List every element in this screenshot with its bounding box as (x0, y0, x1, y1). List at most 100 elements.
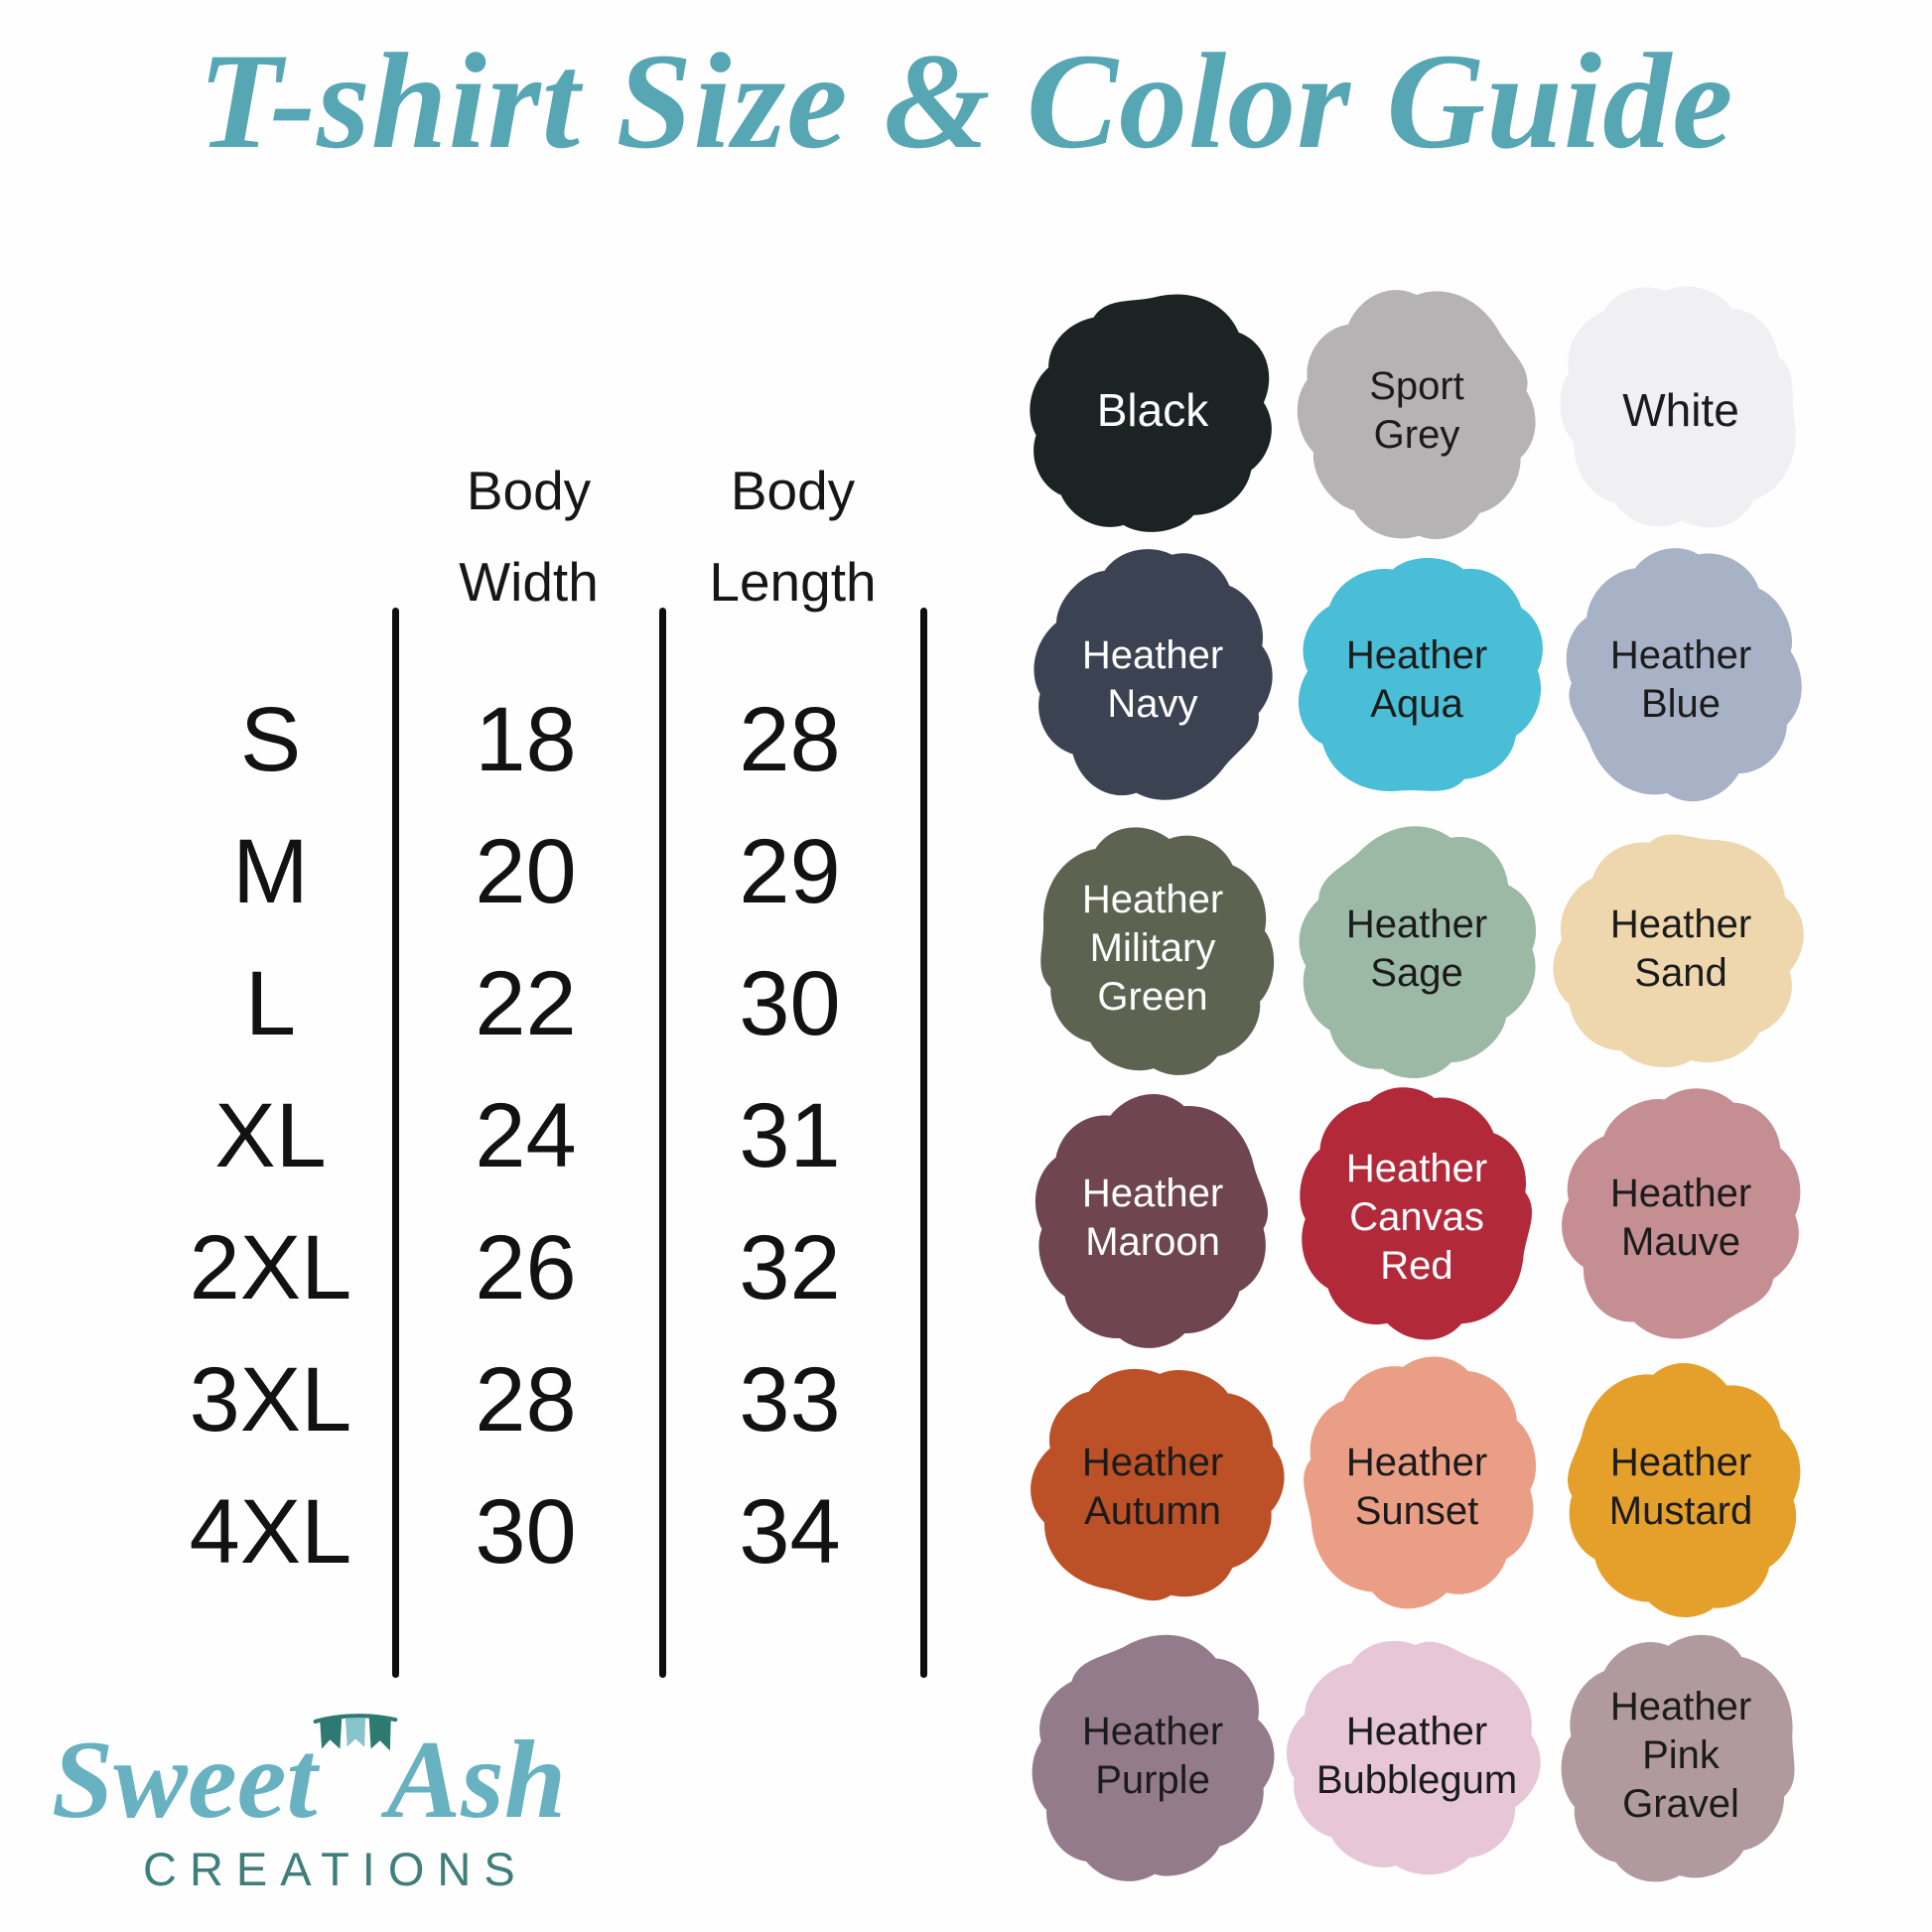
color-swatch-heather-sunset: Heather Sunset (1285, 1352, 1549, 1621)
size-table-row: L 22 30 (149, 938, 923, 1070)
color-blob-shape (1287, 1640, 1541, 1875)
color-blob (1304, 1356, 1536, 1609)
color-swatch-heather-sage: Heather Sage (1285, 814, 1549, 1083)
body-width-value: 20 (475, 821, 577, 922)
color-swatch-heather-blue: Heather Blue (1549, 545, 1813, 814)
color-blob (1035, 1094, 1268, 1348)
bunting-icon (313, 1714, 397, 1751)
body-length-value: 34 (739, 1481, 841, 1583)
size-table-row: 2XL 26 32 (149, 1202, 923, 1334)
color-blob (1287, 1640, 1541, 1875)
color-swatch-label: Heather Sand (1610, 900, 1751, 998)
brand-logo: Sweet Ash CREATIONS (52, 1714, 566, 1896)
color-swatch-label: Heather Bubblegum (1316, 1708, 1517, 1805)
color-swatch-label-line: Heather (1345, 1709, 1488, 1753)
color-swatch-label-line: Heather (1345, 1147, 1488, 1191)
color-swatch-label-line: Heather (1345, 1440, 1488, 1484)
logo-script: Sweet Ash (52, 1714, 566, 1842)
color-swatch-label-line: Canvas (1349, 1195, 1484, 1240)
size-table-body: S 18 28 M 20 29 L 22 30 XL 24 31 2XL 26 32 3XL 28 33 4XL 30… (149, 674, 923, 1598)
body-width-value: 22 (475, 953, 577, 1054)
color-swatch-label: Heather Maroon (1082, 1170, 1223, 1267)
color-swatch-label-line: Heather (1081, 632, 1224, 677)
body-length-value: 29 (739, 821, 841, 922)
color-swatch-label-line: Heather (1609, 632, 1752, 677)
color-blob-shape (1299, 826, 1536, 1078)
color-swatch-label: Heather Pink Gravel (1610, 1683, 1751, 1828)
color-swatch-label: Heather Mustard (1609, 1439, 1753, 1536)
color-blob-shape (1297, 290, 1536, 540)
color-swatch-label: Sport Grey (1369, 362, 1464, 460)
color-blob-shape (1031, 1368, 1285, 1601)
body-length-header-line2: Length (709, 551, 877, 613)
color-swatch-heather-mauve: Heather Mauve (1549, 1083, 1813, 1352)
body-length-header: Body Length (662, 445, 923, 627)
table-divider-line (659, 608, 666, 1678)
size-label: M (232, 821, 309, 922)
size-table-row: 4XL 30 34 (149, 1466, 923, 1598)
color-swatch-label-line: Heather (1081, 878, 1224, 922)
body-width-value: 18 (475, 689, 577, 790)
color-blob (1034, 549, 1273, 800)
color-blob-shape (1030, 294, 1272, 532)
color-swatch-label: Heather Canvas Red (1346, 1145, 1487, 1290)
color-swatch-label-line: Green (1097, 974, 1208, 1019)
size-table-row: XL 24 31 (149, 1070, 923, 1202)
color-swatch-label-line: Military (1089, 926, 1216, 971)
color-swatch-label: Heather Military Green (1082, 876, 1223, 1021)
body-width-value: 28 (475, 1349, 577, 1450)
color-swatch-label-line: Purple (1095, 1757, 1210, 1802)
color-swatch-label-line: Autumn (1084, 1488, 1221, 1533)
color-swatch-label-line: Sage (1370, 950, 1463, 995)
color-swatch-label: Heather Purple (1082, 1708, 1223, 1805)
color-swatch-heather-bubblegum: Heather Bubblegum (1285, 1621, 1549, 1890)
color-swatch-label-line: Heather (1345, 632, 1488, 677)
color-swatch-label: White (1622, 382, 1739, 438)
body-length-header-line1: Body (730, 460, 856, 521)
color-swatch-label-line: Heather (1081, 1440, 1224, 1484)
color-swatch-heather-sand: Heather Sand (1549, 814, 1813, 1083)
color-swatch-label-line: Heather (1345, 901, 1488, 946)
color-swatch-label-line: Red (1380, 1243, 1453, 1288)
color-swatch-label-line: Sport (1369, 363, 1464, 408)
color-swatch-label: Heather Mauve (1610, 1170, 1751, 1267)
size-label: 4XL (189, 1481, 352, 1583)
body-length-value: 30 (739, 953, 841, 1054)
color-swatch-label-line: Aqua (1370, 681, 1463, 726)
color-blob-shape (1300, 1087, 1533, 1340)
color-swatch-label: Heather Autumn (1082, 1439, 1223, 1536)
color-swatch-label-line: Heather (1609, 1685, 1752, 1729)
body-width-value: 30 (475, 1481, 577, 1583)
table-divider-line (392, 608, 399, 1678)
color-swatch-label: Heather Blue (1610, 631, 1751, 729)
color-swatch-label-line: Sunset (1354, 1488, 1479, 1533)
color-swatch-label-line: Mauve (1620, 1219, 1741, 1264)
color-swatch-label: Black (1097, 382, 1208, 438)
size-table-row: M 20 29 (149, 806, 923, 938)
color-swatch-label-line: Navy (1107, 681, 1198, 726)
bunting-flag-1 (319, 1718, 342, 1749)
color-swatch-label-line: Bubblegum (1315, 1757, 1518, 1802)
color-blob (1298, 558, 1543, 791)
color-swatch-label-line: Heather (1609, 901, 1752, 946)
bunting-flag-2 (345, 1718, 365, 1747)
color-blob-shape (1034, 549, 1273, 800)
color-swatch-label-line: Gravel (1622, 1781, 1739, 1826)
color-swatch-label-line: Pink (1642, 1733, 1720, 1778)
color-blob-shape (1040, 827, 1275, 1075)
body-width-value: 26 (475, 1217, 577, 1318)
color-blob-shape (1568, 1363, 1801, 1617)
color-swatch-white: White (1549, 276, 1813, 545)
logo-subtitle: CREATIONS (143, 1843, 528, 1896)
size-label: 3XL (189, 1349, 352, 1450)
size-table: Body Width Body Length S 18 28 M 20 29 L 22 30 XL… (149, 437, 943, 1698)
color-blob (1568, 1363, 1801, 1617)
size-table-row: S 18 28 (149, 674, 923, 806)
color-blob (1040, 827, 1275, 1075)
color-swatch-heather-canvas-red: Heather Canvas Red (1285, 1083, 1549, 1352)
color-blob-shape (1298, 558, 1543, 791)
color-swatch-sport-grey: Sport Grey (1285, 276, 1549, 545)
body-width-header: Body Width (395, 445, 662, 627)
color-swatch-label-line: Black (1096, 384, 1209, 437)
